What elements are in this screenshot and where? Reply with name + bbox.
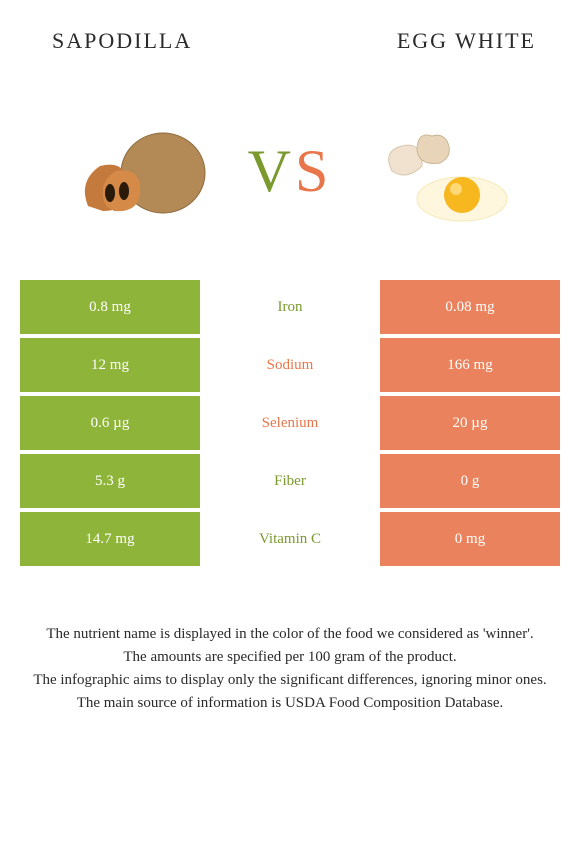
title-left: Sapodilla <box>52 28 192 54</box>
value-right: 0 mg <box>380 512 560 566</box>
vs-label: V S <box>248 137 333 206</box>
value-right: 0 g <box>380 454 560 508</box>
footer-line: The infographic aims to display only the… <box>18 670 562 691</box>
footer-line: The amounts are specified per 100 gram o… <box>18 647 562 668</box>
title-right: Egg white <box>397 28 536 54</box>
egg-white-icon <box>362 111 522 231</box>
footer-line: The nutrient name is displayed in the co… <box>18 624 562 645</box>
value-left: 0.8 mg <box>20 280 200 334</box>
value-right: 166 mg <box>380 338 560 392</box>
table-row: 5.3 g Fiber 0 g <box>20 454 560 508</box>
vs-row: V S <box>0 96 580 246</box>
nutrient-label: Fiber <box>200 454 380 508</box>
nutrient-label: Vitamin C <box>200 512 380 566</box>
value-left: 14.7 mg <box>20 512 200 566</box>
value-right: 0.08 mg <box>380 280 560 334</box>
nutrient-label: Sodium <box>200 338 380 392</box>
value-right: 20 µg <box>380 396 560 450</box>
table-row: 12 mg Sodium 166 mg <box>20 338 560 392</box>
nutrient-label: Selenium <box>200 396 380 450</box>
vs-v: V <box>248 137 295 206</box>
value-left: 0.6 µg <box>20 396 200 450</box>
value-left: 5.3 g <box>20 454 200 508</box>
nutrient-label: Iron <box>200 280 380 334</box>
table-row: 14.7 mg Vitamin C 0 mg <box>20 512 560 566</box>
sapodilla-icon <box>58 111 218 231</box>
comparison-table: 0.8 mg Iron 0.08 mg 12 mg Sodium 166 mg … <box>20 280 560 566</box>
vs-s: S <box>295 137 332 206</box>
value-left: 12 mg <box>20 338 200 392</box>
table-row: 0.8 mg Iron 0.08 mg <box>20 280 560 334</box>
footer-line: The main source of information is USDA F… <box>18 693 562 714</box>
footer-notes: The nutrient name is displayed in the co… <box>0 624 580 714</box>
table-row: 0.6 µg Selenium 20 µg <box>20 396 560 450</box>
